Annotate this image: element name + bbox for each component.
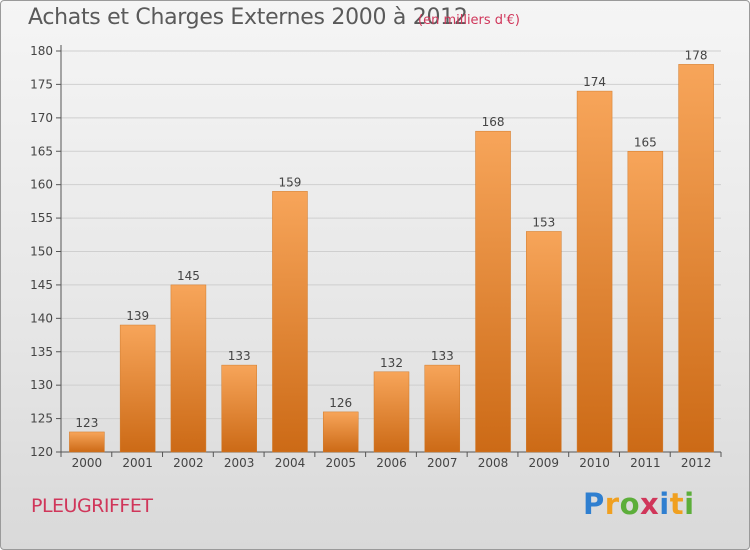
y-tick-label: 155: [30, 211, 53, 225]
y-tick-label: 180: [30, 44, 53, 58]
x-tick-label: 2002: [173, 456, 204, 470]
bar: [475, 130, 511, 453]
bar: [424, 364, 461, 453]
bar: [627, 151, 664, 453]
y-tick-label: 125: [30, 412, 53, 426]
data-label: 132: [380, 356, 403, 370]
y-tick-label: 130: [30, 378, 53, 392]
y-tick-label: 135: [30, 345, 53, 359]
data-label: 133: [431, 349, 454, 363]
bar: [373, 371, 410, 453]
x-tick-label: 2010: [579, 456, 610, 470]
data-label: 159: [279, 175, 302, 189]
data-label: 165: [634, 135, 657, 149]
y-tick-label: 150: [30, 245, 53, 259]
bar: [170, 284, 207, 453]
chart-title: Achats et Charges Externes 2000 à 2012: [28, 5, 468, 30]
y-tick-label: 120: [30, 445, 53, 459]
y-tick-label: 140: [30, 311, 53, 325]
x-tick-label: 2004: [275, 456, 306, 470]
x-tick-label: 2001: [122, 456, 153, 470]
x-tick-label: 2008: [478, 456, 509, 470]
x-tick-label: 2006: [376, 456, 407, 470]
bar: [69, 431, 105, 453]
place-name: PLEUGRIFFET: [31, 495, 153, 517]
x-tick-label: 2007: [427, 456, 458, 470]
chart-unit: (en milliers d'€): [418, 13, 520, 28]
x-tick-label: 2012: [681, 456, 712, 470]
data-label: 126: [329, 396, 352, 410]
x-tick-label: 2009: [529, 456, 560, 470]
y-tick-label: 145: [30, 278, 53, 292]
bar: [272, 191, 308, 453]
x-tick-label: 2011: [630, 456, 661, 470]
bars: [69, 64, 714, 453]
y-tick-label: 160: [30, 178, 53, 192]
labels: 120 125 130 135 140 145 150 155 160 165 170 175 180 1…: [30, 44, 711, 470]
bar: [119, 324, 156, 453]
data-label: 123: [75, 416, 98, 430]
proxiti-logo: Proxiti: [583, 487, 695, 521]
bar: [526, 231, 562, 453]
data-label: 153: [532, 215, 555, 229]
bar: [221, 364, 257, 453]
data-label: 145: [177, 269, 200, 283]
data-label: 174: [583, 75, 606, 89]
data-label: 139: [126, 309, 149, 323]
y-tick-label: 175: [30, 77, 53, 91]
y-tick-label: 165: [30, 144, 53, 158]
data-label: 133: [228, 349, 251, 363]
data-label: 178: [685, 48, 708, 62]
y-tick-label: 170: [30, 111, 53, 125]
x-tick-label: 2003: [224, 456, 255, 470]
bar: [576, 90, 613, 453]
bar: [322, 411, 359, 453]
x-tick-label: 2000: [72, 456, 103, 470]
x-tick-label: 2005: [325, 456, 356, 470]
data-label: 168: [482, 115, 505, 129]
bar: [678, 64, 714, 453]
